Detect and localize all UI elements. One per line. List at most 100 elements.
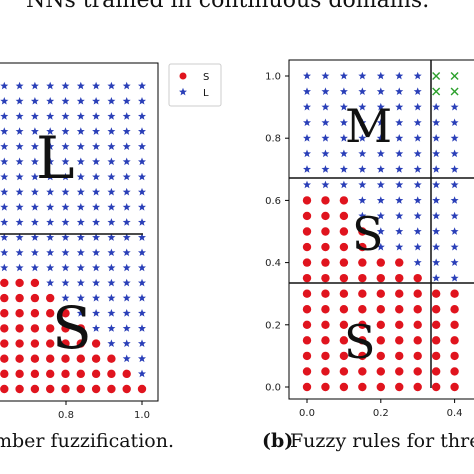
point-l bbox=[138, 187, 146, 196]
point-l bbox=[432, 273, 441, 282]
point-l bbox=[303, 118, 311, 127]
point-l bbox=[30, 112, 39, 120]
point-l bbox=[122, 157, 131, 166]
point-l bbox=[46, 142, 55, 150]
point-s bbox=[358, 273, 367, 283]
point-s bbox=[46, 384, 55, 394]
point-s bbox=[321, 196, 330, 205]
point-l bbox=[303, 165, 311, 173]
point-l bbox=[395, 165, 404, 173]
point-l bbox=[321, 134, 330, 142]
point-l bbox=[92, 127, 101, 135]
panel-a-points bbox=[0, 81, 147, 394]
point-l bbox=[358, 211, 367, 220]
point-l bbox=[432, 211, 441, 220]
point-s bbox=[395, 258, 404, 267]
point-s bbox=[339, 258, 349, 267]
point-l bbox=[92, 218, 101, 226]
point-l bbox=[450, 165, 459, 173]
point-s bbox=[76, 369, 86, 379]
point-s bbox=[61, 309, 70, 318]
point-l bbox=[122, 112, 131, 120]
point-s bbox=[61, 369, 70, 379]
point-s bbox=[30, 339, 40, 348]
point-s bbox=[46, 293, 55, 303]
point-s bbox=[76, 324, 86, 333]
point-l bbox=[395, 196, 404, 204]
panel-a-region-l: L bbox=[36, 124, 75, 192]
point-l bbox=[76, 172, 85, 181]
point-l bbox=[46, 203, 55, 211]
point-l bbox=[138, 339, 146, 347]
point-s bbox=[339, 382, 349, 392]
point-s bbox=[376, 273, 385, 283]
point-l bbox=[46, 81, 55, 90]
point-s bbox=[107, 369, 116, 379]
point-l bbox=[432, 227, 441, 235]
point-s bbox=[122, 384, 131, 394]
point-s bbox=[15, 339, 24, 348]
point-s bbox=[450, 367, 459, 376]
point-l bbox=[413, 118, 422, 127]
point-s bbox=[0, 309, 9, 318]
point-l bbox=[122, 293, 131, 302]
point-l bbox=[61, 203, 70, 211]
point-l bbox=[107, 293, 116, 302]
point-l bbox=[376, 196, 385, 204]
point-l bbox=[395, 71, 404, 80]
point-l bbox=[0, 248, 9, 257]
point-l bbox=[92, 263, 101, 272]
point-l bbox=[321, 149, 330, 158]
point-s bbox=[376, 351, 385, 361]
point-l bbox=[76, 263, 85, 272]
point-l bbox=[122, 354, 131, 363]
legend-star-shape bbox=[179, 87, 187, 96]
point-s bbox=[413, 382, 422, 392]
point-s bbox=[30, 324, 40, 333]
point-l bbox=[0, 157, 9, 166]
point-l bbox=[15, 127, 24, 135]
point-l bbox=[92, 142, 101, 150]
point-s bbox=[30, 354, 40, 363]
point-s bbox=[339, 289, 349, 298]
point-l bbox=[107, 339, 116, 347]
point-l bbox=[339, 149, 348, 158]
point-l bbox=[122, 187, 131, 196]
point-s bbox=[395, 320, 404, 329]
panel-b-caption-label: (b) bbox=[262, 430, 293, 452]
legend-label-s: S bbox=[203, 72, 209, 83]
point-l bbox=[46, 187, 55, 196]
point-l bbox=[138, 324, 146, 332]
point-l bbox=[0, 81, 9, 90]
point-s bbox=[76, 384, 86, 394]
point-s bbox=[358, 289, 367, 298]
point-s bbox=[321, 305, 330, 314]
point-l bbox=[358, 196, 367, 204]
point-l bbox=[46, 96, 55, 105]
point-l bbox=[395, 102, 404, 111]
point-s bbox=[413, 289, 422, 298]
point-s bbox=[107, 354, 116, 363]
point-s bbox=[450, 351, 459, 361]
point-l bbox=[138, 172, 146, 181]
point-l bbox=[30, 248, 39, 257]
point-l bbox=[30, 203, 39, 211]
point-l bbox=[395, 180, 404, 189]
point-l bbox=[0, 218, 9, 226]
point-l bbox=[413, 134, 422, 142]
panel-b-caption-text: Fuzzy rules for three- bbox=[290, 430, 474, 452]
point-l bbox=[321, 87, 330, 95]
point-s bbox=[376, 320, 385, 329]
point-l bbox=[61, 233, 70, 241]
point-s bbox=[358, 227, 367, 236]
point-l bbox=[92, 172, 101, 181]
point-l bbox=[107, 172, 116, 181]
point-l bbox=[122, 172, 131, 181]
point-l bbox=[107, 263, 116, 272]
point-l bbox=[303, 134, 311, 142]
panel-b-xticks: 0.0 0.2 0.4 bbox=[299, 399, 463, 419]
point-l bbox=[321, 118, 330, 127]
point-l bbox=[321, 102, 330, 111]
panel-b-region-s-mid: S bbox=[352, 207, 384, 261]
point-l bbox=[138, 96, 146, 105]
